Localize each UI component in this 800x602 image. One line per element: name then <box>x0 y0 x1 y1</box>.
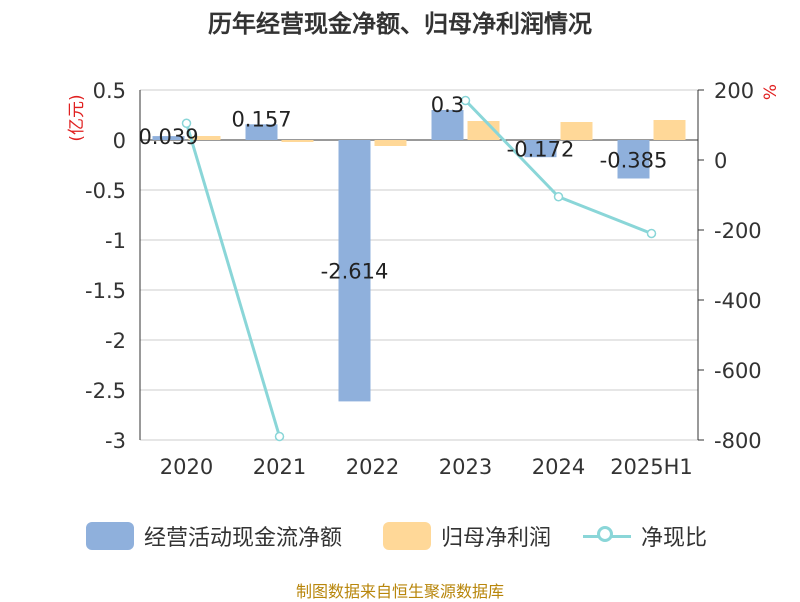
y-right-unit-label: % <box>761 84 781 100</box>
y-right-tick-label: 200 <box>714 79 754 103</box>
point-ratio <box>646 228 657 239</box>
x-tick-label: 2025H1 <box>610 455 693 479</box>
bar-cashflow <box>338 140 371 402</box>
bar-net-profit <box>560 122 593 140</box>
y-right-tick-label: -200 <box>714 219 762 243</box>
legend-item-cashflow[interactable]: 经营活动现金流净额 <box>86 516 342 556</box>
chart-title: 历年经营现金净额、归母净利润情况 <box>208 10 592 38</box>
y-left-tick-label: 0 <box>113 129 126 153</box>
y-left-tick-label: 0.5 <box>93 79 126 103</box>
y-right-tick-label: -800 <box>714 429 762 453</box>
point-ratio <box>460 95 471 106</box>
bar-net-profit <box>374 140 407 146</box>
data-label-cashflow: -2.614 <box>321 260 389 284</box>
bar-cashflow <box>617 140 650 179</box>
legend-swatch-cashflow <box>86 522 134 550</box>
data-label-cashflow: -0.385 <box>600 148 668 172</box>
source-note: 制图数据来自恒生聚源数据库 <box>295 582 504 601</box>
bar-net-profit <box>281 140 314 142</box>
y-left-tick-label: -0.5 <box>85 179 126 203</box>
y-left-tick-label: -3 <box>105 429 126 453</box>
legend-line-ratio-icon <box>583 522 631 550</box>
y-left-tick-label: -2 <box>105 329 126 353</box>
y-left-tick-label: -2.5 <box>85 379 126 403</box>
x-tick-label: 2024 <box>532 455 585 479</box>
data-label-cashflow: 0.3 <box>431 93 464 117</box>
y-left-unit-label: (亿元) <box>67 94 87 141</box>
data-label-cashflow: 0.039 <box>138 125 198 149</box>
line-ratio <box>185 122 281 437</box>
legend-item-net-profit[interactable]: 归母净利润 <box>383 516 551 556</box>
bar-cashflow <box>152 136 185 140</box>
point-ratio <box>181 118 192 128</box>
legend-item-ratio[interactable]: 净现比 <box>583 516 707 556</box>
data-label-cashflow: 0.157 <box>231 107 291 131</box>
point-ratio <box>274 431 285 442</box>
bar-net-profit <box>653 120 686 140</box>
y-right-tick-label: -600 <box>714 359 762 383</box>
point-ratio <box>553 192 564 202</box>
bar-cashflow <box>245 124 278 140</box>
y-left-tick-label: -1 <box>105 229 126 253</box>
legend-label-cashflow: 经营活动现金流净额 <box>144 526 343 551</box>
y-right-tick-label: 0 <box>714 149 727 173</box>
x-tick-label: 2020 <box>160 455 213 479</box>
legend: 经营活动现金流净额 归母净利润 净现比 <box>0 516 800 556</box>
x-tick-label: 2023 <box>439 455 492 479</box>
legend-label-net-profit: 归母净利润 <box>441 526 552 551</box>
bar-cashflow <box>524 140 557 158</box>
data-label-cashflow: -0.172 <box>507 138 575 162</box>
x-tick-label: 2022 <box>346 455 399 479</box>
legend-swatch-net-profit <box>383 522 431 550</box>
bar-cashflow <box>431 110 464 140</box>
y-right-tick-label: -400 <box>714 289 762 313</box>
legend-label-ratio: 净现比 <box>641 526 708 551</box>
bar-net-profit <box>188 136 221 140</box>
x-tick-label: 2021 <box>253 455 306 479</box>
y-left-tick-label: -1.5 <box>85 279 126 303</box>
